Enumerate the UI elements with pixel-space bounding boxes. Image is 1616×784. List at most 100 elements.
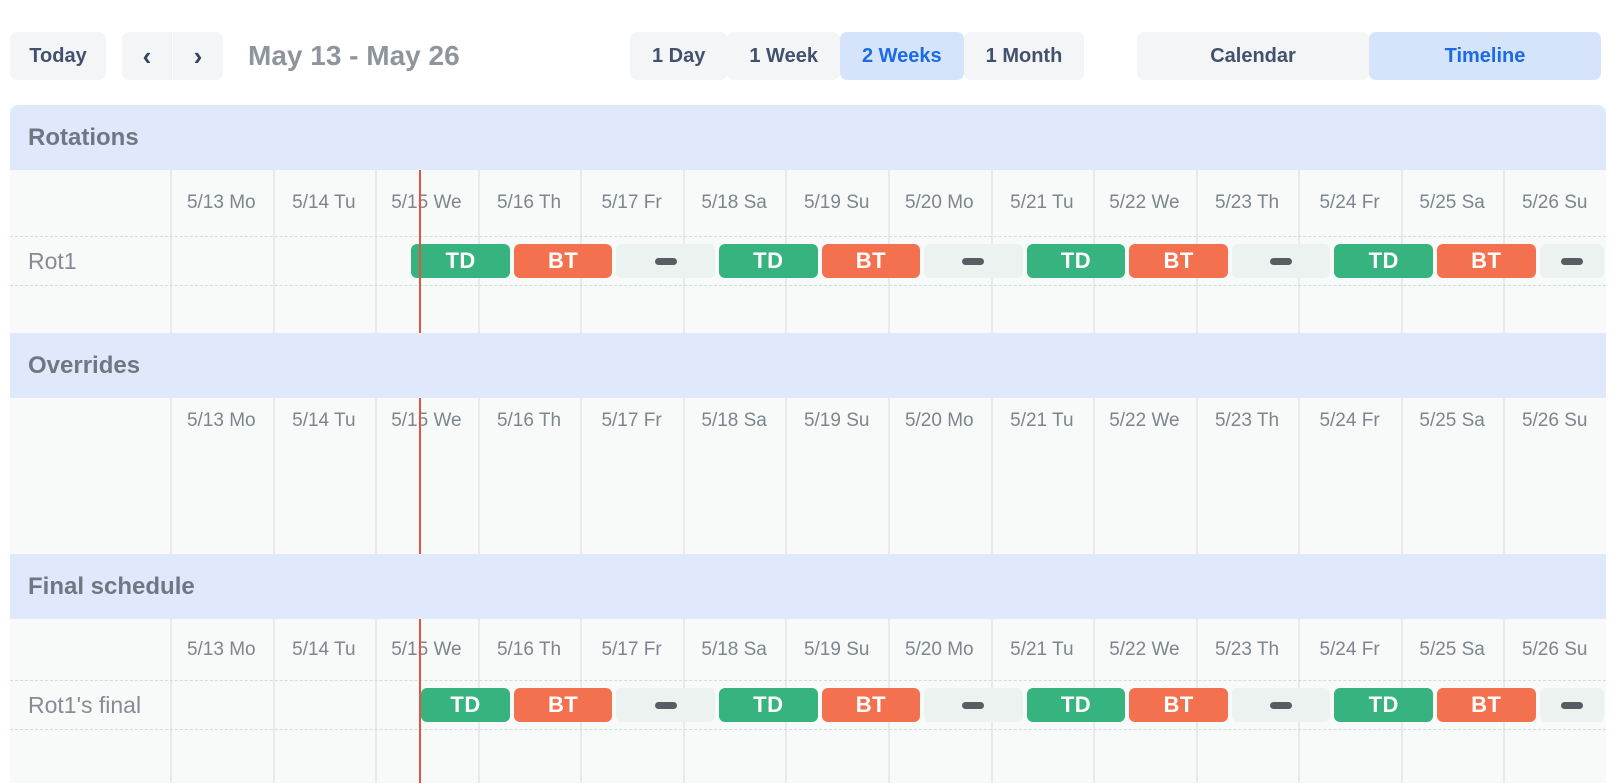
zoom-option-1-week[interactable]: 1 Week — [727, 32, 840, 80]
date-header-row: 5/13 Mo 5/14 Tu 5/15 We 5/16 Th 5/17 Fr 5/18 … — [10, 170, 1606, 236]
date-cell: 5/16 Th — [496, 192, 562, 213]
shift-bar-td[interactable]: TD — [1026, 688, 1126, 722]
date-cell: 5/23 Th — [1214, 409, 1280, 431]
shift-bar-bt[interactable]: BT — [513, 688, 613, 722]
date-cell: 5/17 Fr — [601, 409, 662, 431]
empty-shift-bar — [1539, 688, 1604, 722]
date-cell: 5/19 Su — [803, 638, 870, 660]
section-rotations: Rotations 5/13 Mo 5/14 Tu 5/15 We 5/16 Th 5/1… — [10, 105, 1606, 333]
shift-bar-bt[interactable]: BT — [1437, 688, 1536, 722]
view-option-calendar[interactable]: Calendar — [1137, 32, 1369, 80]
empty-shift-dash-icon — [654, 701, 677, 709]
date-cell: 5/13 Mo — [186, 638, 256, 660]
current-time-indicator — [419, 619, 422, 783]
date-cell: 5/24 Fr — [1319, 409, 1380, 431]
column-separator — [375, 619, 378, 783]
current-time-indicator — [419, 170, 422, 333]
date-cell: 5/24 Fr — [1319, 638, 1380, 660]
column-separator — [682, 398, 685, 554]
date-cell: 5/25 Sa — [1419, 409, 1485, 431]
shift-bar-td[interactable]: TD — [719, 244, 818, 278]
view-option-timeline[interactable]: Timeline — [1369, 32, 1601, 80]
shift-bar-bt[interactable]: BT — [513, 244, 613, 278]
date-range-title: May 13 - May 26 — [248, 40, 460, 71]
zoom-option-2-weeks[interactable]: 2 Weeks — [839, 32, 964, 80]
toolbar: Today ‹ › May 13 - May 26 1 Day 1 Week 2 W… — [0, 0, 1616, 105]
date-cell: 5/15 We — [391, 409, 462, 431]
date-cell: 5/16 Th — [496, 409, 562, 431]
date-cell: 5/22 We — [1109, 192, 1180, 213]
column-separator — [272, 619, 275, 783]
shift-bar-td[interactable]: TD — [421, 688, 510, 722]
column-separator — [477, 398, 480, 554]
column-separator — [1093, 398, 1096, 554]
date-cell: 5/18 Sa — [701, 638, 767, 660]
shift-bar-bt[interactable]: BT — [1437, 244, 1536, 278]
row-label: Rot1's final — [28, 691, 142, 718]
section-title: Final schedule — [28, 572, 195, 600]
today-button[interactable]: Today — [10, 32, 106, 80]
empty-shift-dash-icon — [654, 257, 677, 265]
date-cell: 5/15 We — [391, 638, 462, 660]
empty-shift-dash-icon — [1560, 701, 1583, 709]
date-cell: 5/13 Mo — [186, 409, 256, 431]
shift-bar-td[interactable]: TD — [1026, 244, 1126, 278]
empty-shift-bar — [1231, 244, 1331, 278]
schedule-timeline: Rotations 5/13 Mo 5/14 Tu 5/15 We 5/16 Th 5/1… — [10, 105, 1606, 783]
shift-bar-bt[interactable]: BT — [1129, 244, 1228, 278]
shift-bar-bt[interactable]: BT — [1129, 688, 1228, 722]
zoom-option-1-day[interactable]: 1 Day — [630, 32, 728, 80]
current-time-indicator — [419, 398, 422, 554]
prev-period-button[interactable]: ‹ — [122, 32, 172, 80]
section-header-overrides: Overrides — [10, 333, 1606, 398]
date-cell: 5/17 Fr — [601, 192, 662, 213]
section-title: Overrides — [28, 351, 141, 379]
date-cell: 5/13 Mo — [186, 192, 256, 213]
date-cell: 5/26 Su — [1521, 638, 1588, 660]
section-grid-final-schedule: 5/13 Mo 5/14 Tu 5/15 We 5/16 Th 5/17 Fr 5/18 … — [10, 619, 1606, 783]
column-separator — [1298, 398, 1301, 554]
column-separator — [1195, 398, 1198, 554]
empty-shift-bar — [616, 688, 716, 722]
shift-bar-bt[interactable]: BT — [821, 688, 921, 722]
column-separator — [170, 619, 172, 783]
chevron-left-icon: ‹ — [142, 41, 152, 71]
schedule-row: Rot1's final TD BT TD BT TD BT TD BT — [10, 680, 1606, 730]
empty-shift-bar — [924, 244, 1023, 278]
empty-shift-bar — [924, 688, 1023, 722]
column-separator — [272, 398, 275, 554]
date-cell: 5/26 Su — [1521, 409, 1588, 431]
zoom-segment-group: 1 Day 1 Week 2 Weeks 1 Month — [630, 32, 1085, 80]
shift-bar-td[interactable]: TD — [411, 244, 510, 278]
date-cell: 5/17 Fr — [601, 638, 662, 660]
date-cell: 5/26 Su — [1521, 192, 1588, 213]
zoom-option-1-month[interactable]: 1 Month — [963, 32, 1085, 80]
date-cell: 5/24 Fr — [1319, 192, 1380, 213]
date-header-row: 5/13 Mo 5/14 Tu 5/15 We 5/16 Th 5/17 Fr 5/18 … — [10, 619, 1606, 680]
next-period-button[interactable]: › — [173, 32, 223, 80]
chevron-right-icon: › — [193, 41, 203, 71]
section-overrides: Overrides 5/13 Mo 5/14 Tu 5/15 We 5/16 Th 5/1… — [10, 333, 1606, 554]
date-cell: 5/19 Su — [803, 409, 870, 431]
column-separator — [785, 398, 788, 554]
date-cell: 5/18 Sa — [701, 409, 767, 431]
date-cell: 5/21 Tu — [1010, 409, 1074, 431]
date-cell: 5/20 Mo — [904, 638, 974, 660]
section-header-final-schedule: Final schedule — [10, 554, 1606, 619]
column-separator — [990, 398, 993, 554]
empty-shift-dash-icon — [1560, 257, 1583, 265]
shift-bar-td[interactable]: TD — [719, 688, 818, 722]
date-cell: 5/20 Mo — [904, 192, 974, 213]
section-grid-rotations: 5/13 Mo 5/14 Tu 5/15 We 5/16 Th 5/17 Fr 5/18 … — [10, 170, 1606, 333]
shift-bar-td[interactable]: TD — [1334, 244, 1434, 278]
date-cell: 5/14 Tu — [292, 409, 356, 431]
column-separator — [375, 170, 378, 333]
column-separator — [1400, 398, 1403, 554]
empty-shift-bar — [1231, 688, 1331, 722]
section-final-schedule: Final schedule 5/13 Mo 5/14 Tu 5/15 We 5/16 … — [10, 554, 1606, 783]
shift-bar-td[interactable]: TD — [1334, 688, 1434, 722]
date-cell: 5/14 Tu — [292, 192, 356, 213]
shift-bar-bt[interactable]: BT — [821, 244, 921, 278]
date-cell: 5/14 Tu — [292, 638, 356, 660]
date-cell: 5/16 Th — [496, 638, 562, 660]
